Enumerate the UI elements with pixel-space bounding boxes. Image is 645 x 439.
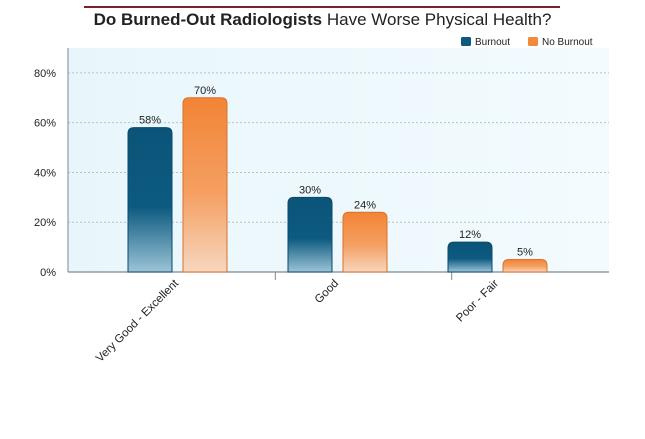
data-label: 5%	[517, 247, 533, 259]
bar-no-burnout	[502, 259, 548, 273]
x-category-label: Good	[313, 278, 341, 306]
bar-no-burnout	[182, 97, 228, 273]
data-label: 58%	[139, 115, 161, 127]
legend-label: No Burnout	[542, 37, 593, 48]
chart-title: Do Burned-Out Radiologists Have Worse Ph…	[0, 10, 645, 30]
title-rule	[84, 6, 560, 8]
data-label: 12%	[459, 229, 481, 241]
x-category-label: Poor - Fair	[454, 278, 501, 325]
x-category-label: Very Good - Excellent	[94, 277, 182, 365]
data-label: 70%	[194, 85, 216, 97]
bar-burnout	[287, 196, 333, 273]
bar-burnout	[447, 241, 493, 273]
y-tick-label: 60%	[34, 118, 56, 130]
chart-title-bold: Do Burned-Out Radiologists	[93, 10, 323, 29]
y-tick-label: 80%	[34, 68, 56, 80]
bar-no-burnout	[342, 211, 388, 273]
legend-label: Burnout	[475, 37, 510, 48]
y-tick-label: 40%	[34, 167, 56, 179]
chart-title-rest: Have Worse Physical Health?	[326, 10, 552, 29]
bar-burnout	[127, 127, 173, 273]
y-tick-label: 20%	[34, 217, 56, 229]
legend-swatch	[528, 37, 538, 46]
data-label: 30%	[299, 184, 321, 196]
data-label: 24%	[354, 199, 376, 211]
y-tick-label: 0%	[40, 267, 56, 279]
legend-swatch	[461, 37, 471, 46]
